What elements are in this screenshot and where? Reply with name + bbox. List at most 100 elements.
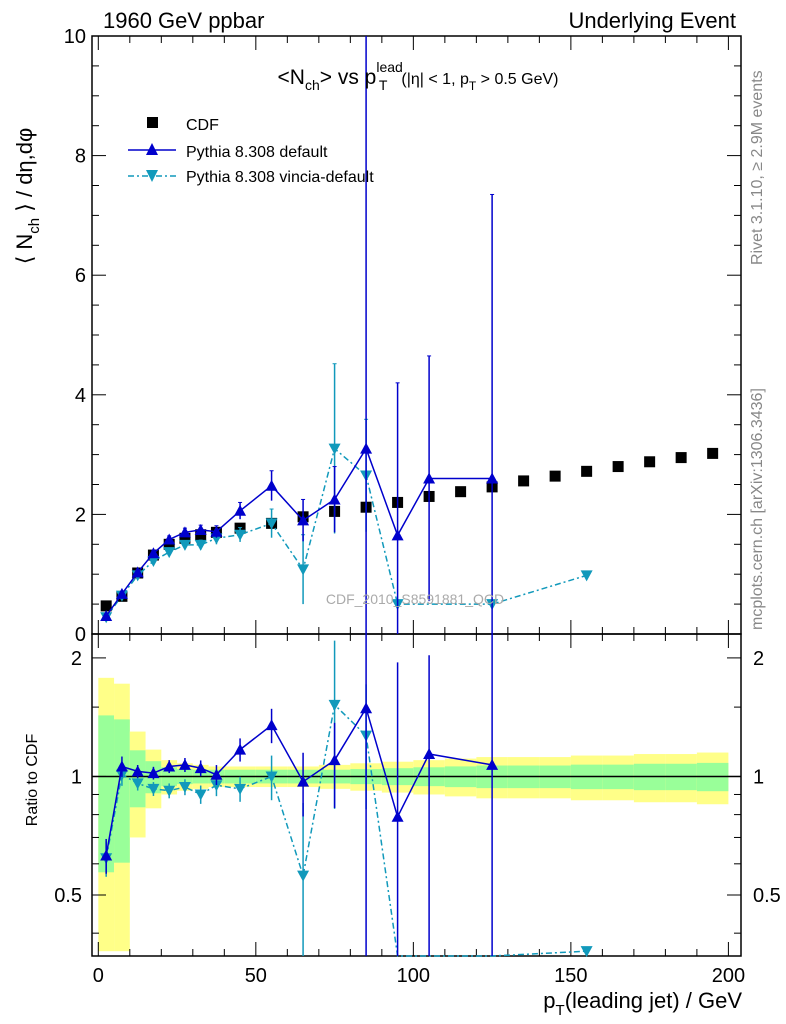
legend-label-vincia: Pythia 8.308 vincia-default (186, 169, 374, 186)
vincia-ratio-point (297, 870, 310, 882)
cdf-point (612, 461, 624, 473)
main-title: <Nch> vs plead T (|η| < 1, pT > 0.5 GeV) (278, 59, 559, 93)
x-tick-label: 0 (93, 965, 104, 987)
x-tick-label: 50 (245, 965, 267, 987)
header-left: 1960 GeV ppbar (103, 8, 264, 33)
ratio-y-tick-label-right: 2 (753, 648, 764, 670)
default-ratio-point (100, 849, 113, 861)
default-ratio-point (210, 768, 223, 780)
default-point (265, 479, 278, 491)
default-point (423, 472, 436, 484)
header-right: Underlying Event (568, 8, 736, 33)
legend: CDF Pythia 8.308 default Pythia 8.308 vi… (128, 117, 374, 186)
default-point (194, 523, 207, 535)
default-ratio-point (297, 775, 310, 787)
x-axis-label: pT(leading jet) / GeV (543, 988, 742, 1019)
x-tick-label: 200 (712, 965, 745, 987)
default-point (131, 566, 144, 578)
ratio-y-tick-label-right: 1 (753, 766, 764, 788)
vincia-point (147, 556, 160, 568)
default-line (105, 446, 493, 617)
default-ratio-point (163, 760, 176, 772)
legend-label-default: Pythia 8.308 default (186, 144, 328, 161)
default-point (360, 442, 373, 454)
legend-label-cdf: CDF (186, 117, 219, 134)
default-ratio-point (265, 719, 278, 731)
default-ratio-point (194, 762, 207, 774)
default-ratio-point (423, 748, 436, 760)
main-y-label: ⟨ Nch ⟩ / dη,dφ (12, 128, 43, 265)
vincia-ratio-line (105, 703, 587, 957)
vincia-point (265, 518, 278, 530)
default-ratio-point (486, 758, 499, 770)
vincia-point (297, 564, 310, 576)
default-point (147, 547, 160, 559)
ratio-y-tick-label: 2 (71, 648, 82, 670)
vincia-ratio-point (178, 782, 191, 794)
cdf-point (549, 470, 561, 482)
vincia-point (328, 443, 341, 455)
ratio-plot-area (100, 634, 593, 958)
vincia-ratio-point (131, 778, 144, 790)
vincia-point (194, 539, 207, 551)
band-inner (114, 719, 130, 863)
default-point (163, 533, 176, 545)
default-ratio-point (131, 765, 144, 777)
default-point (391, 529, 404, 541)
legend-marker-vincia (146, 170, 158, 182)
default-ratio-line (105, 706, 493, 856)
default-point (115, 587, 128, 599)
legend-marker-default (146, 143, 158, 155)
ratio-y-tick-label-right: 0.5 (753, 885, 781, 907)
cdf-point (707, 447, 719, 459)
default-point (234, 504, 247, 516)
ratio-bands (92, 677, 741, 952)
default-point (100, 610, 113, 622)
default-point (178, 526, 191, 538)
ratio-y-label: Ratio to CDF (24, 734, 41, 827)
default-point (297, 514, 310, 526)
vincia-point (178, 539, 191, 551)
vincia-point (163, 547, 176, 559)
vincia-ratio-point (265, 771, 278, 783)
vincia-ratio-point (328, 699, 341, 711)
default-ratio-point (391, 810, 404, 822)
cdf-point (518, 475, 530, 487)
x-tick-label: 150 (554, 965, 587, 987)
vincia-point (234, 529, 247, 541)
cdf-point (581, 465, 593, 477)
rivet-label: Rivet 3.1.10, ≥ 2.9M events (749, 70, 766, 265)
vincia-ratio-point (194, 789, 207, 801)
default-point (328, 493, 341, 505)
x-tick-label: 100 (397, 965, 430, 987)
vincia-ratio-point (234, 783, 247, 795)
main-axis-ticks: 0 2 4 6 8 10 (64, 26, 741, 646)
cdf-point (100, 600, 112, 612)
cdf-point (675, 452, 687, 464)
vincia-ratio-point (580, 946, 593, 958)
main-y-tick-label: 2 (75, 504, 86, 526)
ratio-y-tick-label: 0.5 (54, 885, 82, 907)
mcplots-label: mcplots.cern.ch [arXiv:1306.3436] (749, 388, 766, 630)
default-point (486, 472, 499, 484)
main-y-tick-label: 8 (75, 146, 86, 168)
default-point (210, 525, 223, 537)
default-ratio-point (328, 754, 341, 766)
vincia-ratio-point (147, 783, 160, 795)
default-ratio-point (360, 702, 373, 714)
default-ratio-point (147, 767, 160, 779)
vincia-ratio-point (163, 785, 176, 797)
main-y-tick-label: 4 (75, 385, 86, 407)
ratio-y-tick-label: 1 (71, 766, 82, 788)
vincia-ratio-point (210, 780, 223, 792)
cdf-point (455, 486, 467, 498)
default-ratio-point (234, 743, 247, 755)
cdf-point (644, 456, 656, 468)
default-ratio-point (178, 758, 191, 770)
vincia-point (580, 570, 593, 582)
main-y-tick-label: 6 (75, 265, 86, 287)
cdf-point (179, 532, 191, 544)
main-y-tick-label: 0 (75, 624, 86, 646)
ratio-axis-ticks: 0 50 100 150 200 0.5 0.5 1 1 2 2 (54, 634, 781, 987)
